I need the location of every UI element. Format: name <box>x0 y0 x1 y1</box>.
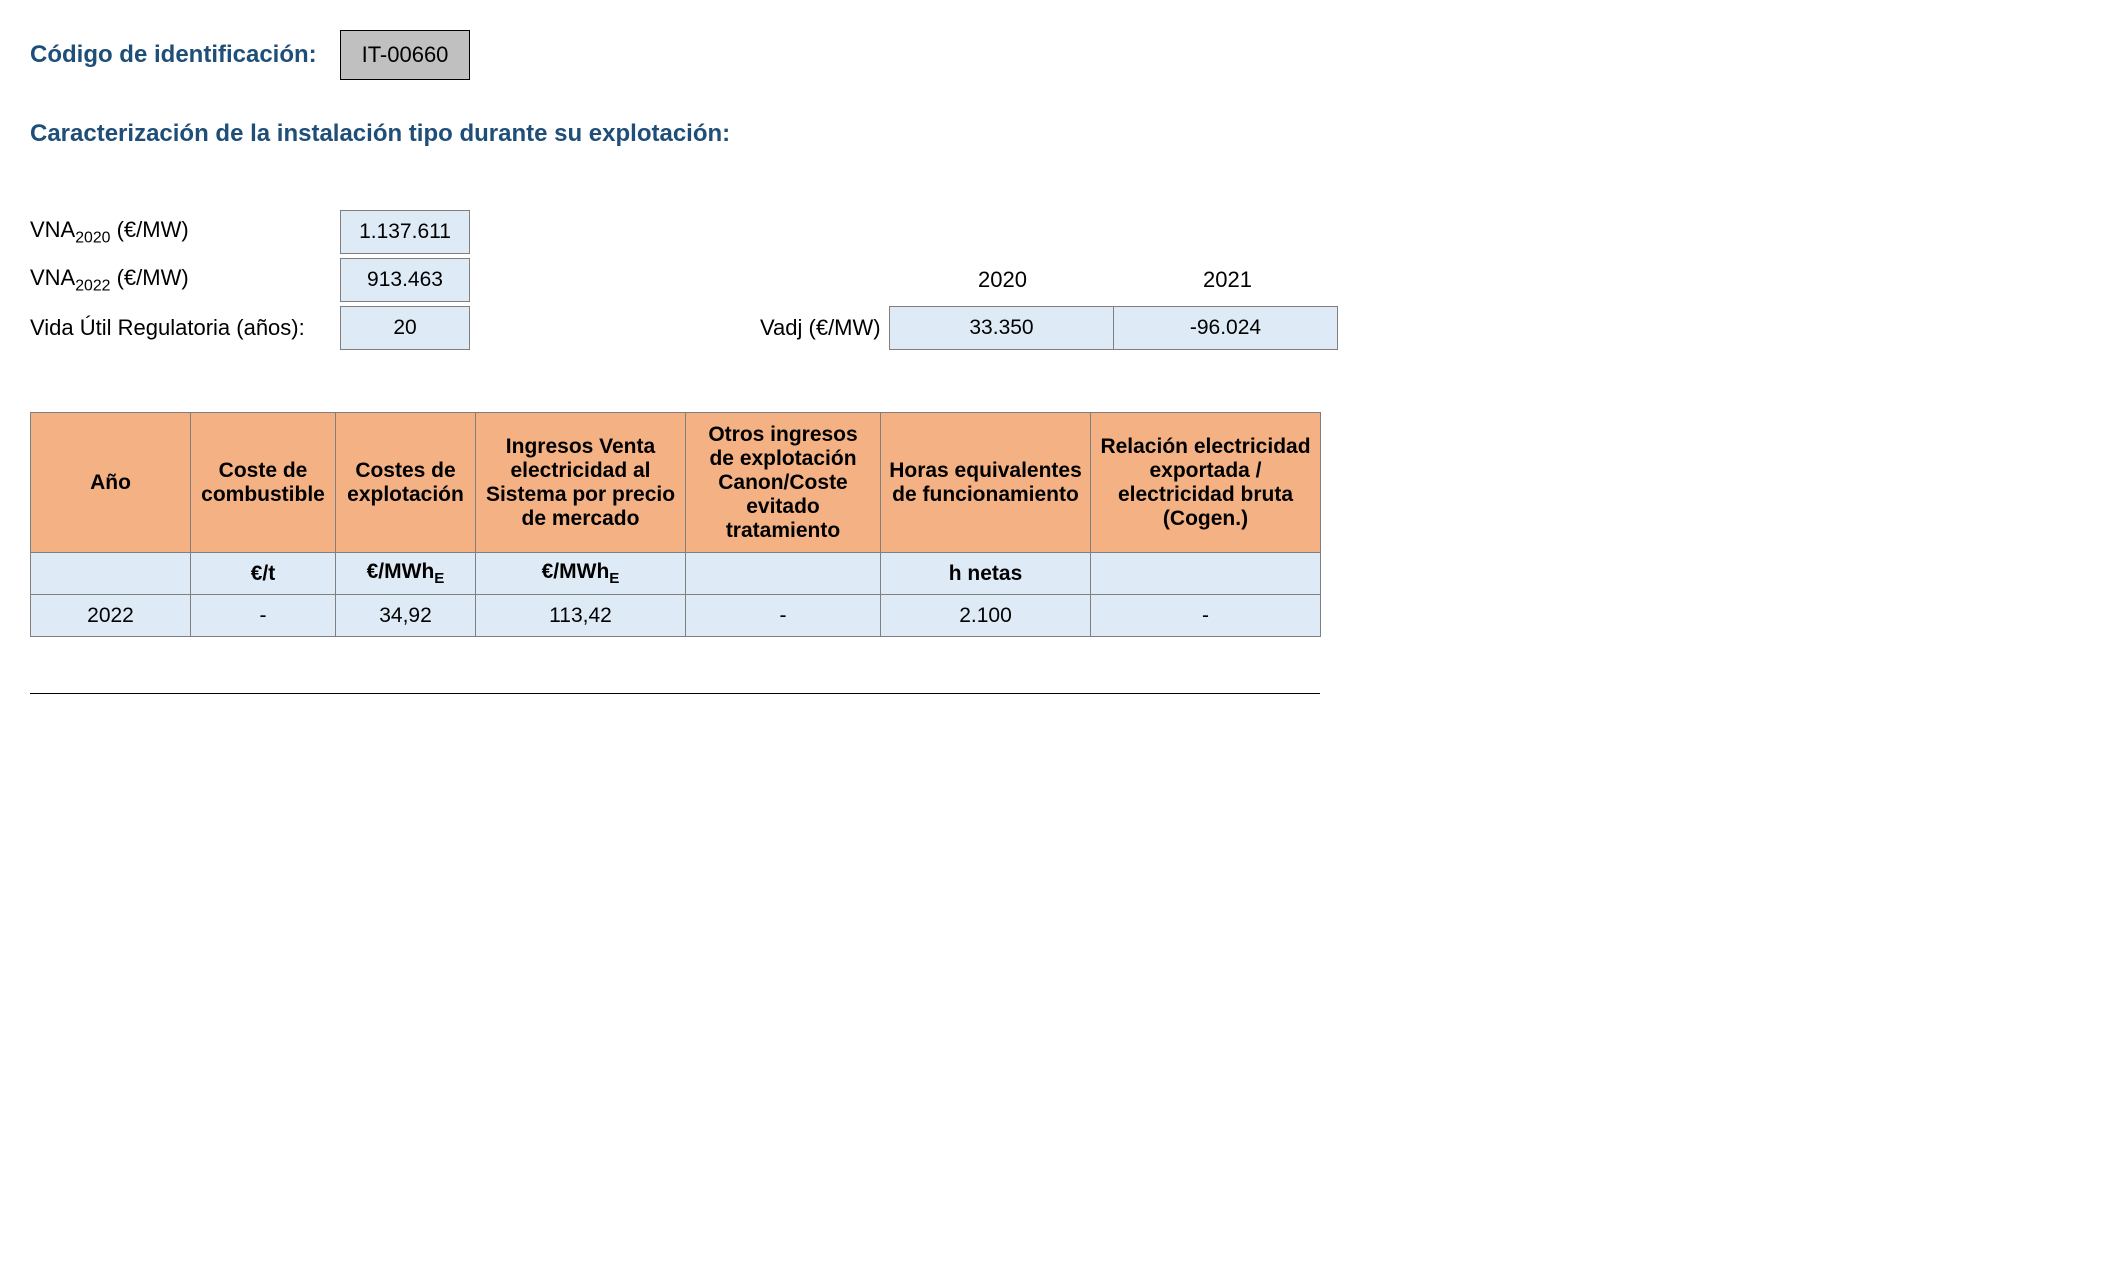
table-row: 2022-34,92113,42-2.100- <box>31 595 1321 637</box>
table-unit-0 <box>31 553 191 595</box>
table-unit-6 <box>1091 553 1321 595</box>
vna2022-label: VNA2022 (€/MW) <box>30 265 340 295</box>
table-header-4: Otros ingresos de explotación Canon/Cost… <box>686 413 881 553</box>
table-header-6: Relación electricidad exportada / electr… <box>1091 413 1321 553</box>
vadj-label: Vadj (€/MW) <box>760 315 890 341</box>
code-header-row: Código de identificación: IT-00660 <box>30 30 2096 80</box>
table-cell-0-4: - <box>686 595 881 637</box>
vna2020-row: VNA2020 (€/MW) 1.137.611 <box>30 208 760 256</box>
vadj-values-row: Vadj (€/MW) 33.350 -96.024 <box>760 304 2096 352</box>
vadj-years-row: 2020 2021 <box>760 256 2096 304</box>
params-left: VNA2020 (€/MW) 1.137.611 VNA2022 (€/MW) … <box>30 208 760 352</box>
code-value-box: IT-00660 <box>340 30 470 80</box>
code-label: Código de identificación: <box>30 41 340 69</box>
vida-value: 20 <box>340 306 470 350</box>
table-cell-0-2: 34,92 <box>336 595 476 637</box>
vadj-region: 2020 2021 Vadj (€/MW) 33.350 -96.024 <box>760 208 2096 352</box>
vna2022-row: VNA2022 (€/MW) 913.463 <box>30 256 760 304</box>
vadj-top-spacer <box>760 208 2096 256</box>
table-unit-4 <box>686 553 881 595</box>
divider-line <box>30 693 1320 694</box>
table-cell-0-0: 2022 <box>31 595 191 637</box>
vida-row: Vida Útil Regulatoria (años): 20 <box>30 304 760 352</box>
params-region: VNA2020 (€/MW) 1.137.611 VNA2022 (€/MW) … <box>30 208 2096 352</box>
vna2020-value: 1.137.611 <box>340 210 470 254</box>
table-unit-5: h netas <box>881 553 1091 595</box>
vna2022-sub: 2022 <box>75 277 110 294</box>
table-header-1: Coste de combustible <box>191 413 336 553</box>
table-header-3: Ingresos Venta electricidad al Sistema p… <box>476 413 686 553</box>
table-unit-2: €/MWhE <box>336 553 476 595</box>
table-units-row: €/t€/MWhE€/MWhEh netas <box>31 553 1321 595</box>
table-header-5: Horas equivalentes de funcionamiento <box>881 413 1091 553</box>
vna2020-label: VNA2020 (€/MW) <box>30 217 340 247</box>
vna2020-suffix: (€/MW) <box>110 217 188 242</box>
table-cell-0-1: - <box>191 595 336 637</box>
table-header-row: AñoCoste de combustibleCostes de explota… <box>31 413 1321 553</box>
vna2022-prefix: VNA <box>30 265 75 290</box>
main-table: AñoCoste de combustibleCostes de explota… <box>30 412 1321 637</box>
vna2020-sub: 2020 <box>75 229 110 246</box>
table-cell-0-5: 2.100 <box>881 595 1091 637</box>
table-header-0: Año <box>31 413 191 553</box>
vna2020-prefix: VNA <box>30 217 75 242</box>
table-unit-1: €/t <box>191 553 336 595</box>
vadj-year-2020: 2020 <box>890 267 1115 293</box>
vadj-value-2021: -96.024 <box>1113 306 1338 350</box>
vadj-year-2021: 2021 <box>1115 267 1340 293</box>
vadj-value-2020: 33.350 <box>889 306 1114 350</box>
table-cell-0-6: - <box>1091 595 1321 637</box>
table-unit-3: €/MWhE <box>476 553 686 595</box>
vida-label: Vida Útil Regulatoria (años): <box>30 315 340 341</box>
section-title: Caracterización de la instalación tipo d… <box>30 120 2096 148</box>
table-header-2: Costes de explotación <box>336 413 476 553</box>
vna2022-value: 913.463 <box>340 258 470 302</box>
vna2022-suffix: (€/MW) <box>110 265 188 290</box>
table-cell-0-3: 113,42 <box>476 595 686 637</box>
